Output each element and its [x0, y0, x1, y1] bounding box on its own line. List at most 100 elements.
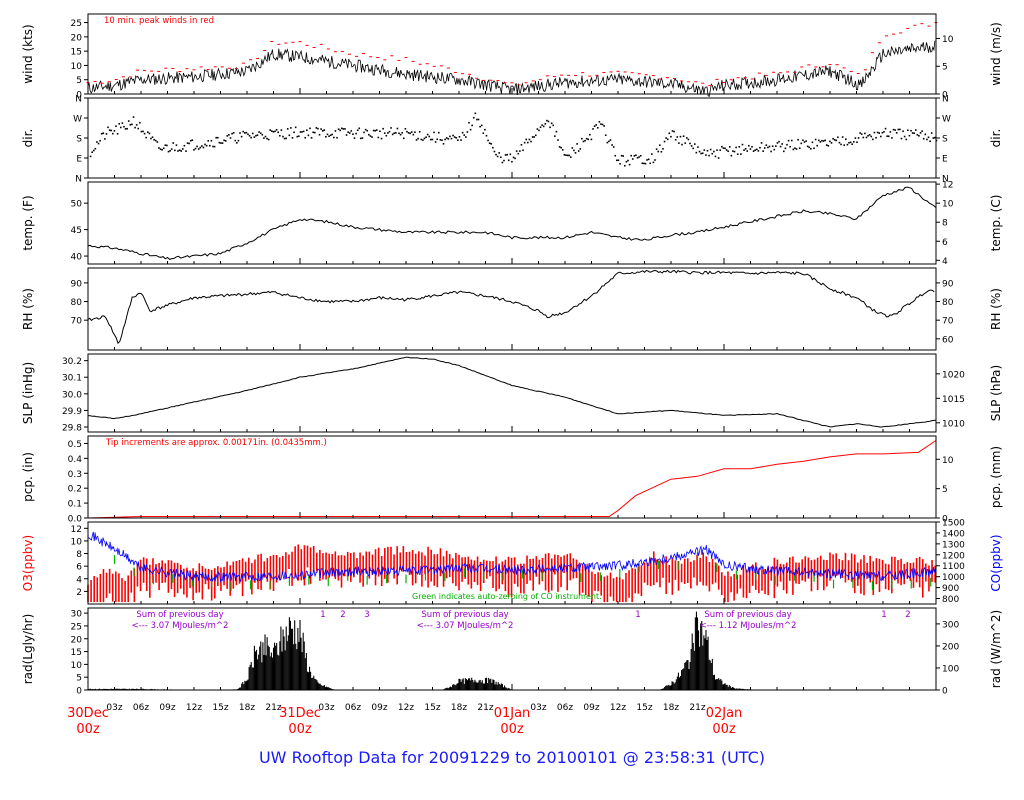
- direction-point: [857, 137, 860, 139]
- direction-point: [843, 144, 846, 146]
- direction-point: [849, 141, 852, 144]
- direction-point: [922, 137, 925, 140]
- x-tick-label: 03z: [530, 703, 546, 713]
- y-tick-label-left: 70: [71, 317, 83, 327]
- direction-point: [363, 131, 365, 134]
- direction-point: [220, 142, 222, 144]
- y-axis-label-right: CO(ppbv): [989, 534, 1003, 591]
- direction-point: [461, 131, 464, 134]
- direction-point: [337, 128, 340, 131]
- direction-point: [401, 132, 404, 134]
- direction-point: [108, 129, 111, 132]
- y-axis-label-right: dir.: [989, 129, 1003, 148]
- y-axis-label-right: SLP (hPa): [989, 365, 1003, 421]
- direction-point: [921, 130, 923, 132]
- y-axis-label-left: O3(ppbv): [21, 535, 35, 591]
- direction-point: [914, 129, 917, 131]
- direction-point: [207, 140, 210, 142]
- direction-point: [835, 139, 838, 142]
- direction-point: [576, 143, 578, 145]
- direction-point: [916, 134, 919, 136]
- direction-point: [247, 133, 249, 136]
- direction-point: [94, 147, 97, 150]
- direction-point: [832, 137, 834, 140]
- direction-point: [368, 133, 370, 136]
- direction-point: [644, 162, 647, 165]
- direction-point: [932, 137, 935, 139]
- direction-point: [609, 139, 612, 141]
- direction-point: [569, 156, 572, 158]
- direction-point: [606, 141, 609, 144]
- y-tick-label-right: 90: [942, 279, 954, 289]
- direction-point: [776, 142, 779, 144]
- direction-point: [485, 134, 488, 137]
- direction-point: [193, 149, 195, 151]
- y-tick-label-right: 5: [942, 63, 948, 73]
- direction-point: [563, 153, 566, 156]
- direction-point: [189, 139, 192, 142]
- y-tick-label-left: 29.9: [62, 407, 82, 417]
- x-tick-label: 09z: [371, 703, 387, 713]
- direction-point: [452, 134, 454, 137]
- direction-point: [771, 145, 774, 148]
- y-tick-label-right: 70: [942, 317, 954, 327]
- direction-point: [299, 131, 302, 133]
- direction-point: [499, 156, 502, 159]
- direction-point: [568, 154, 570, 157]
- direction-point: [811, 141, 814, 144]
- direction-point: [377, 136, 380, 139]
- direction-point: [725, 149, 728, 151]
- direction-point: [418, 130, 421, 133]
- direction-point: [587, 138, 590, 141]
- direction-point: [918, 135, 920, 137]
- direction-point: [191, 139, 194, 141]
- direction-point: [275, 129, 278, 131]
- y-tick-label-left: E: [76, 155, 82, 165]
- y-tick-label-left: 30: [71, 610, 83, 620]
- direction-point: [340, 127, 343, 130]
- direction-point: [428, 135, 431, 138]
- y-tick-label-left: 25: [71, 19, 82, 29]
- direction-point: [333, 136, 335, 139]
- direction-point: [878, 132, 881, 134]
- y-tick-label-right: 10: [942, 35, 954, 45]
- radiation-mark: 2: [905, 610, 910, 620]
- direction-point: [457, 139, 459, 141]
- x-tick-label: 12z: [186, 703, 202, 713]
- direction-point: [417, 137, 419, 140]
- direction-point: [450, 137, 453, 140]
- direction-point: [794, 147, 796, 150]
- direction-point: [210, 139, 213, 142]
- direction-point: [286, 128, 289, 130]
- x-tick-label: 12z: [398, 703, 414, 713]
- direction-point: [748, 144, 750, 147]
- direction-point: [110, 129, 113, 132]
- direction-point: [371, 136, 373, 138]
- direction-point: [800, 142, 803, 145]
- direction-point: [115, 125, 117, 127]
- y-tick-label-right: 5: [942, 485, 948, 495]
- direction-point: [170, 148, 173, 150]
- direction-point: [437, 131, 440, 134]
- direction-point: [177, 150, 179, 152]
- direction-point: [91, 151, 93, 153]
- direction-point: [298, 135, 300, 137]
- direction-point: [727, 150, 729, 152]
- direction-point: [887, 135, 890, 138]
- x-day-hour-label: 00z: [76, 722, 100, 737]
- direction-point: [442, 142, 445, 145]
- y-tick-label-right: 1400: [942, 529, 965, 539]
- y-tick-label-right: 12: [942, 181, 953, 191]
- direction-point: [99, 139, 101, 142]
- direction-point: [167, 150, 170, 153]
- direction-point: [749, 148, 752, 150]
- x-tick-label: 15z: [424, 703, 440, 713]
- direction-point: [752, 150, 755, 153]
- direction-point: [517, 152, 520, 155]
- direction-point: [506, 153, 508, 156]
- direction-point: [294, 126, 297, 129]
- direction-point: [224, 140, 227, 142]
- direction-point: [307, 134, 310, 137]
- direction-point: [649, 162, 652, 165]
- direction-point: [544, 123, 547, 125]
